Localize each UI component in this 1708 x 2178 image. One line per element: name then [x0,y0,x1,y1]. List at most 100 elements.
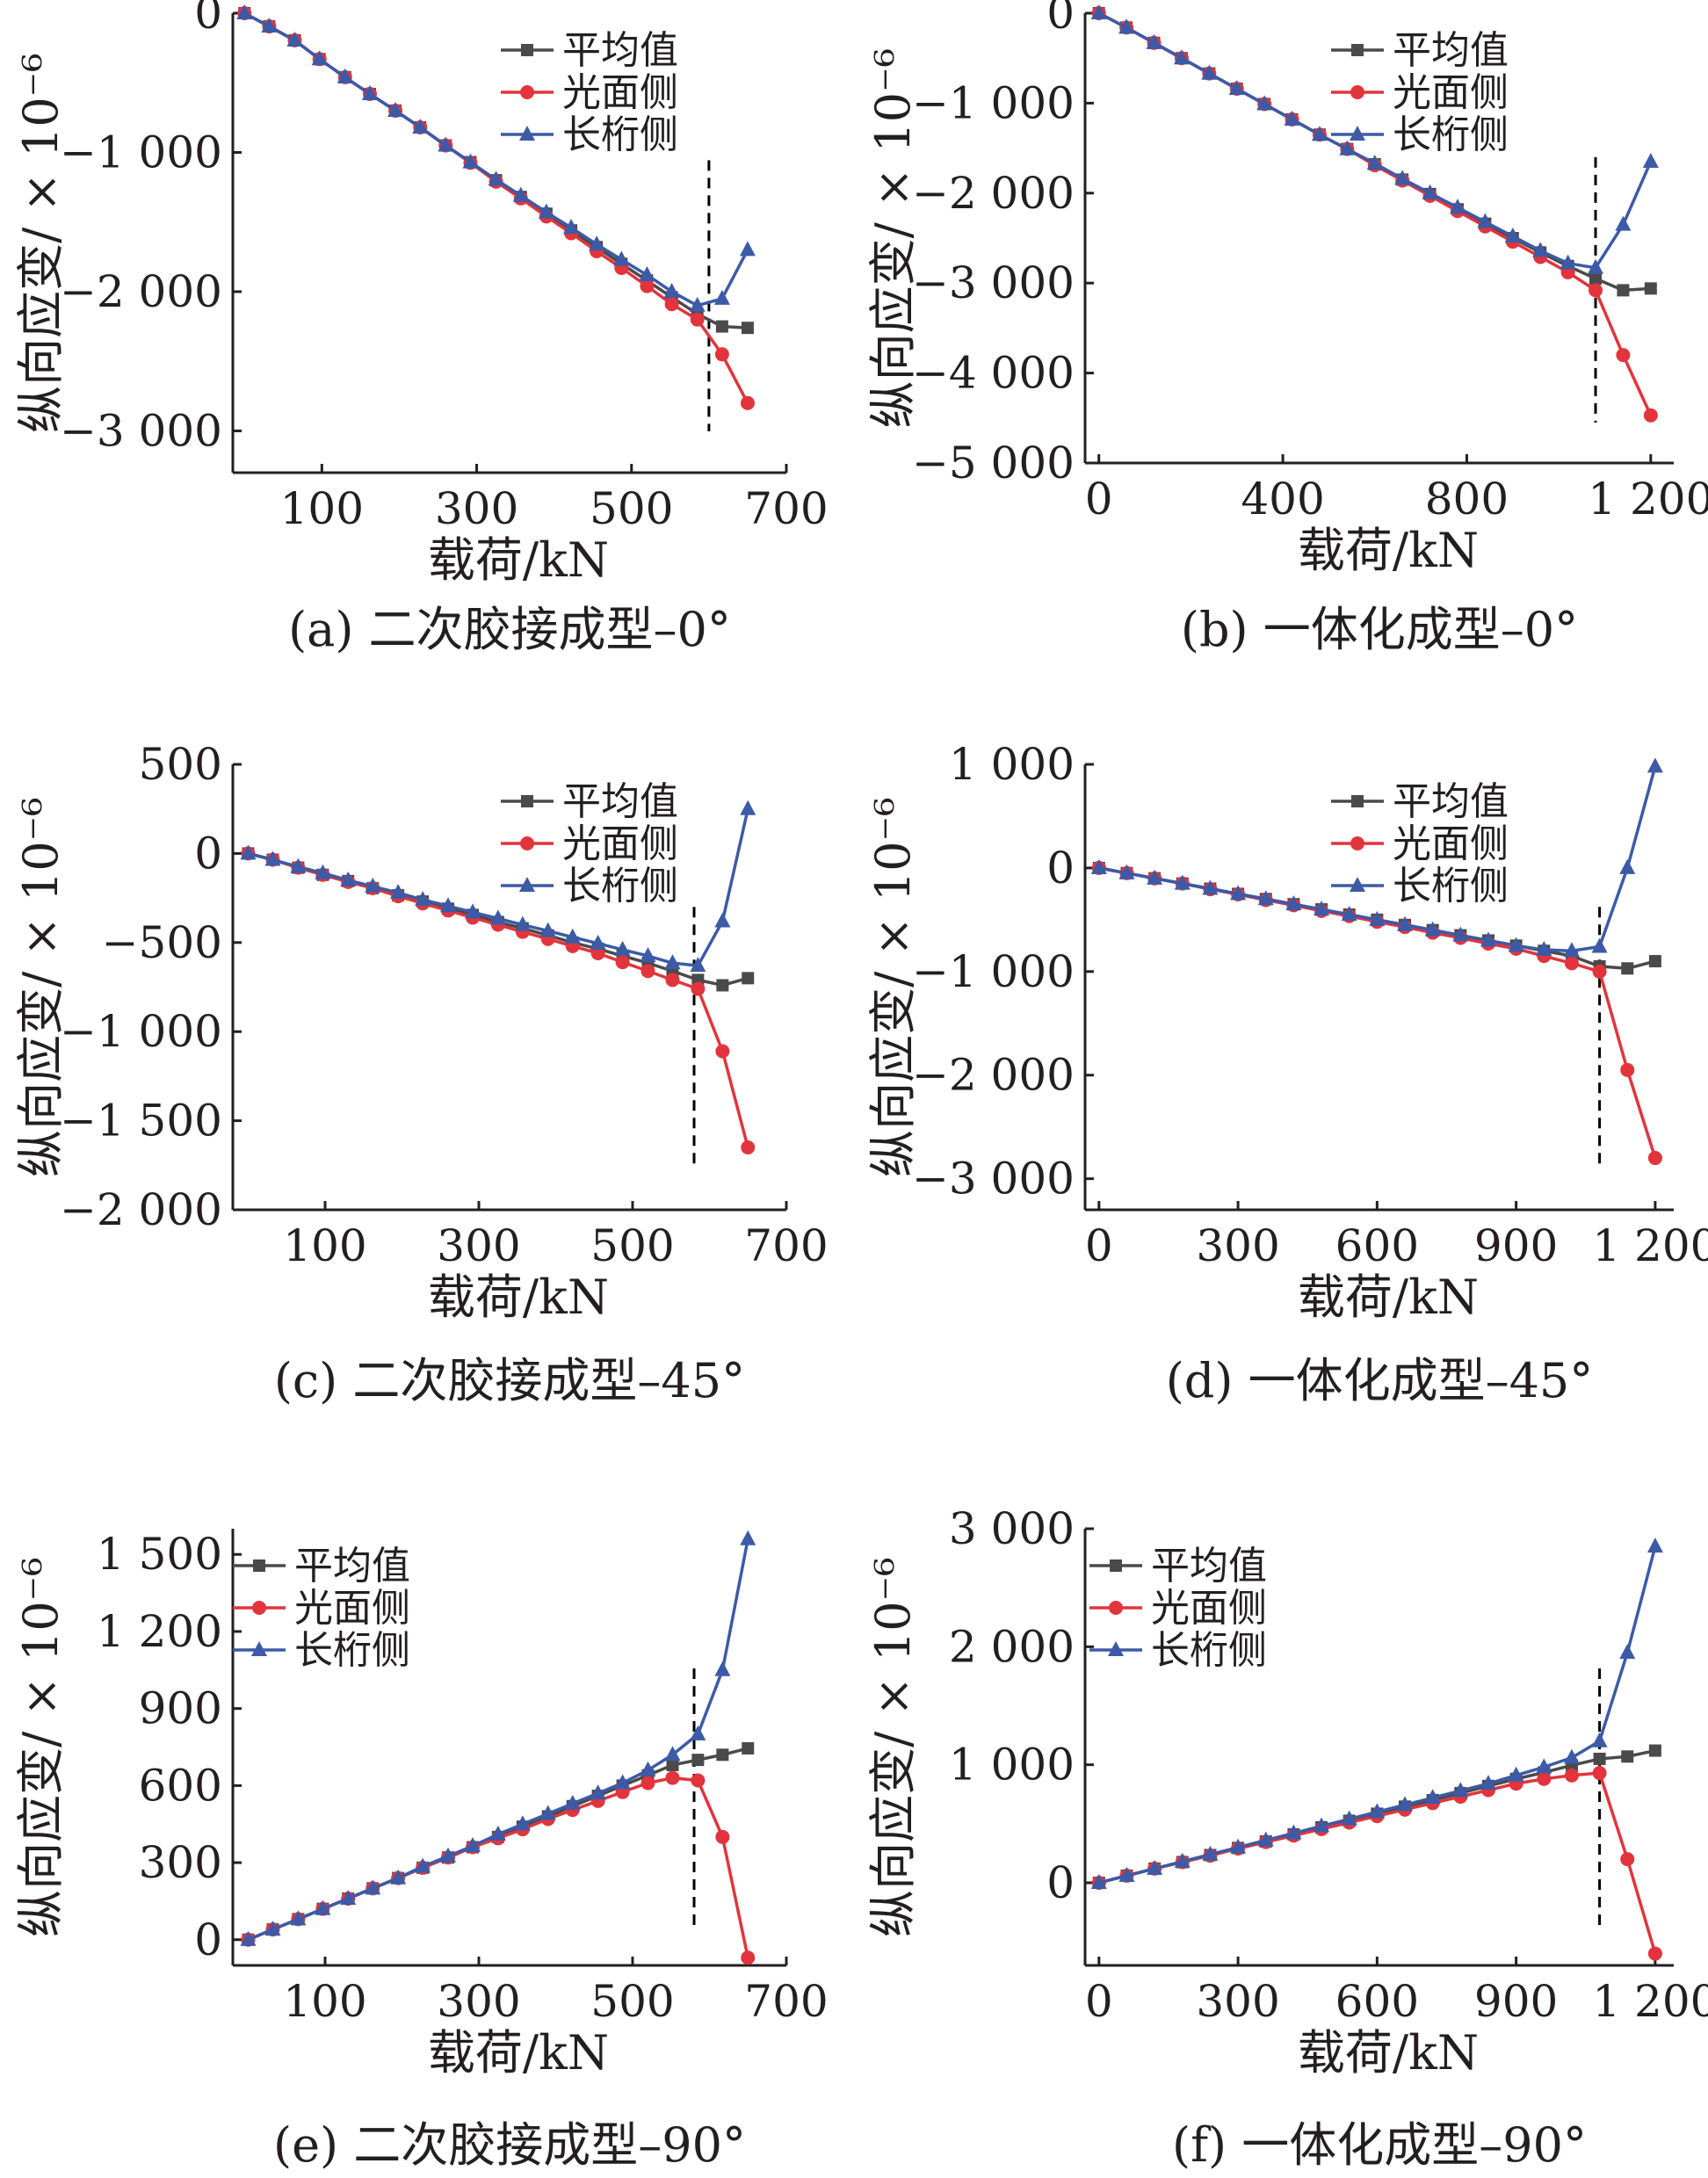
y-axis-label: 纵向应变/ × 10⁻⁶ [13,53,69,433]
y-tick-label: 0 [194,828,222,879]
data-point [1563,942,1580,958]
legend-marker [1350,836,1364,850]
legend-label: 长桁侧 [1151,1628,1267,1673]
legend-marker [251,1641,267,1656]
data-point [564,1794,581,1810]
data-point [539,1805,556,1820]
data-point [489,909,506,925]
data-point [1449,199,1466,214]
x-tick-label: 300 [437,1220,520,1271]
y-tick-label: −2 000 [60,1184,222,1235]
data-point [664,1746,681,1762]
data-point [1394,170,1411,185]
data-point [639,265,655,281]
data-point [1422,184,1438,199]
x-tick-label: 0 [1085,1976,1113,2027]
data-point [741,1140,756,1155]
data-point [1593,1752,1606,1765]
data-point [412,118,429,134]
y-tick-label: 1 200 [97,1606,222,1657]
chart-panel: 0 300 600 900 1 200 1 000 0 −1 000 −2 000 −3 000 载… [865,739,1708,1408]
data-point [1314,901,1330,916]
x-tick-label: 1 200 [1592,1220,1708,1271]
legend-label: 长桁侧 [562,112,678,157]
legend-marker [520,836,534,850]
data-point [1285,1824,1302,1840]
data-point [563,219,580,235]
data-point [311,50,328,66]
legend-label: 光面侧 [1393,70,1509,115]
data-point [465,903,481,919]
data-point [1537,1771,1552,1786]
data-point [1397,915,1414,931]
data-point [264,850,281,866]
legend-label: 光面侧 [562,70,678,115]
y-tick-label: 0 [1046,1857,1075,1908]
data-point [1588,258,1604,274]
data-point [640,947,656,963]
y-tick-label: −3 000 [912,1154,1075,1205]
chart-panel: 100 300 500 700 500 0 −500 −1 000 −1 500 −2 000 载荷… [13,739,829,1408]
y-tick-label: 1 000 [949,1740,1075,1791]
data-point [590,945,605,960]
data-point [640,964,655,979]
x-tick-label: 500 [590,1220,674,1271]
data-point [640,1776,655,1791]
data-point [1147,1859,1163,1875]
chart-caption: (d) 一体化成型–45° [1166,1353,1594,1408]
data-point [640,279,655,293]
legend-marker [252,1601,266,1615]
x-tick-label: 100 [283,1220,366,1271]
legend-marker [1110,1559,1122,1572]
data-point [1285,895,1302,911]
data-point [365,877,381,893]
data-point [1536,1758,1552,1774]
data-point [1257,1831,1274,1847]
y-tick-label: 900 [139,1683,222,1734]
y-tick-label: 0 [194,1914,222,1965]
legend-marker [1351,795,1364,807]
y-tick-label: −1 000 [60,1006,222,1057]
data-point [714,347,729,362]
legend-marker [1350,877,1365,892]
y-tick-label: −1 000 [912,77,1075,128]
data-point [1615,215,1632,231]
data-point [589,235,605,251]
legend-label: 平均值 [1151,1544,1267,1588]
data-point [691,981,706,996]
data-point [665,973,680,988]
data-point [514,915,531,931]
data-point [690,1725,706,1740]
y-tick-label: 0 [1046,0,1075,39]
y-tick-label: −500 [102,917,222,968]
data-point [1536,941,1552,957]
x-tick-label: 1 200 [1592,1976,1708,2027]
y-tick-label: −1 500 [60,1096,222,1147]
data-point [1090,4,1107,19]
data-point [261,18,278,33]
data-point [390,1869,407,1885]
data-point [1202,1845,1219,1861]
data-point [1647,1151,1662,1166]
x-tick-label: 0 [1085,1220,1113,1271]
data-point [1230,1838,1247,1854]
data-point [1118,1866,1135,1882]
legend-label: 平均值 [294,1544,410,1588]
data-point [1201,64,1218,80]
legend-marker [1109,1601,1123,1615]
legend-marker [1351,44,1364,56]
data-point [440,1847,456,1863]
data-point [1480,1775,1496,1791]
data-point [1646,757,1663,773]
data-point [1564,956,1579,971]
data-point [1621,1750,1634,1763]
data-point [315,1899,331,1915]
data-point [690,957,706,973]
x-tick-label: 700 [744,483,828,534]
legend-label: 长桁侧 [1393,112,1509,157]
y-axis-label: 纵向应变/ × 10⁻⁶ [865,1557,921,1937]
